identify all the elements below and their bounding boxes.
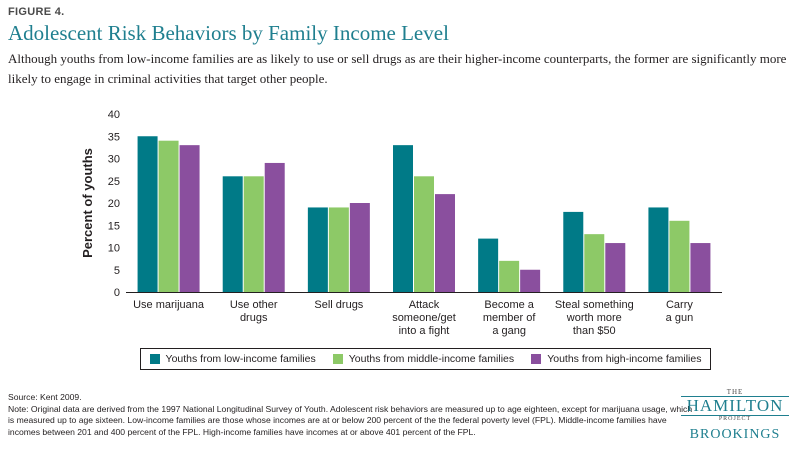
legend-label-middle-income: Youths from middle-income families bbox=[348, 353, 515, 365]
y-tick-label: 10 bbox=[108, 243, 120, 255]
bar bbox=[520, 269, 541, 292]
bar bbox=[393, 145, 413, 292]
x-tick-label-line: Carry bbox=[666, 299, 693, 311]
bar bbox=[648, 207, 669, 292]
x-tick-label-line: Attack bbox=[409, 299, 440, 311]
bar bbox=[669, 220, 690, 292]
y-tick-label: 30 bbox=[108, 154, 120, 166]
y-tick-label: 35 bbox=[108, 131, 120, 143]
x-tick-label-line: Sell drugs bbox=[314, 299, 363, 311]
logo-hamilton-text: HAMILTON bbox=[681, 396, 789, 416]
bar bbox=[307, 207, 328, 292]
logo-the-text: THE bbox=[726, 388, 744, 396]
bar bbox=[414, 176, 434, 292]
methodology-note: Note: Original data are derived from the… bbox=[8, 403, 693, 437]
legend-item-high-income: Youths from high-income families bbox=[531, 353, 701, 365]
y-tick-label: 40 bbox=[108, 109, 120, 121]
chart-subtitle: Although youths from low-income families… bbox=[8, 51, 787, 86]
legend-item-low-income: Youths from low-income families bbox=[149, 353, 316, 365]
x-tick-label-line: a gun bbox=[666, 312, 694, 324]
legend-swatch-high-income bbox=[531, 354, 542, 364]
bar bbox=[435, 194, 455, 292]
x-tick-label: Attack someone/get into a fight bbox=[392, 299, 456, 337]
x-tick-label-line: into a fight bbox=[399, 325, 450, 337]
y-tick-label: 0 bbox=[114, 287, 120, 299]
legend-label-high-income: Youths from high-income families bbox=[547, 353, 702, 365]
y-axis-label: Percent of youths bbox=[80, 148, 95, 258]
x-tick-label: Use other drugs bbox=[230, 299, 278, 324]
source-note: Source: Kent 2009. bbox=[8, 392, 82, 402]
bar bbox=[349, 203, 370, 292]
legend-label-low-income: Youths from low-income families bbox=[165, 353, 316, 365]
bar bbox=[222, 176, 243, 292]
y-tick-label: 25 bbox=[108, 176, 120, 188]
bar-chart: 0 5 10 15 20 25 30 35 40 Percent of youths Use mar… bbox=[80, 109, 722, 337]
x-tick-label: Carry a gun bbox=[666, 299, 694, 324]
x-tick-label-line: a gang bbox=[492, 325, 526, 337]
bar bbox=[690, 243, 711, 292]
bar bbox=[158, 140, 179, 292]
bar bbox=[137, 136, 158, 292]
x-tick-label-line: Use other bbox=[230, 299, 278, 311]
x-tick-label: Sell drugs bbox=[314, 299, 363, 311]
legend-swatch-middle-income bbox=[332, 354, 343, 364]
footnotes: Source: Kent 2009. Note: Original data a… bbox=[8, 392, 698, 438]
x-tick-label-line: than $50 bbox=[573, 325, 616, 337]
hamilton-brookings-logo: THE HAMILTON PROJECT BROOKINGS bbox=[676, 388, 794, 448]
bar bbox=[243, 176, 264, 292]
y-tick-label: 20 bbox=[108, 198, 120, 210]
bar bbox=[264, 162, 285, 292]
x-tick-label: Use marijuana bbox=[133, 299, 205, 311]
legend-swatch-low-income bbox=[149, 354, 160, 364]
y-tick-label: 5 bbox=[114, 265, 120, 277]
bar bbox=[478, 238, 499, 292]
bar bbox=[563, 211, 584, 292]
y-tick-label: 15 bbox=[108, 220, 120, 232]
bar bbox=[499, 260, 520, 292]
logo-project-text: PROJECT bbox=[718, 416, 752, 422]
x-tick-label-line: drugs bbox=[240, 312, 268, 324]
bar bbox=[605, 243, 626, 292]
x-tick-label: Steal something worth more than $50 bbox=[555, 299, 634, 337]
x-tick-label-line: Use marijuana bbox=[133, 299, 205, 311]
chart-legend: Youths from low-income families Youths f… bbox=[140, 348, 711, 370]
legend-item-middle-income: Youths from middle-income families bbox=[332, 353, 515, 365]
bar bbox=[584, 234, 605, 292]
x-tick-label: Become a member of a gang bbox=[483, 299, 537, 337]
bar bbox=[328, 207, 349, 292]
logo-brookings-text: BROOKINGS bbox=[689, 427, 781, 442]
x-tick-label-line: someone/get bbox=[392, 312, 456, 324]
x-tick-label-line: worth more bbox=[566, 312, 622, 324]
figure-label: FIGURE 4. bbox=[8, 6, 65, 18]
x-tick-label-line: Steal something bbox=[555, 299, 634, 311]
x-tick-label-line: member of bbox=[483, 312, 537, 324]
x-tick-label-line: Become a bbox=[484, 299, 534, 311]
bar bbox=[179, 145, 200, 292]
chart-title: Adolescent Risk Behaviors by Family Inco… bbox=[8, 21, 449, 45]
